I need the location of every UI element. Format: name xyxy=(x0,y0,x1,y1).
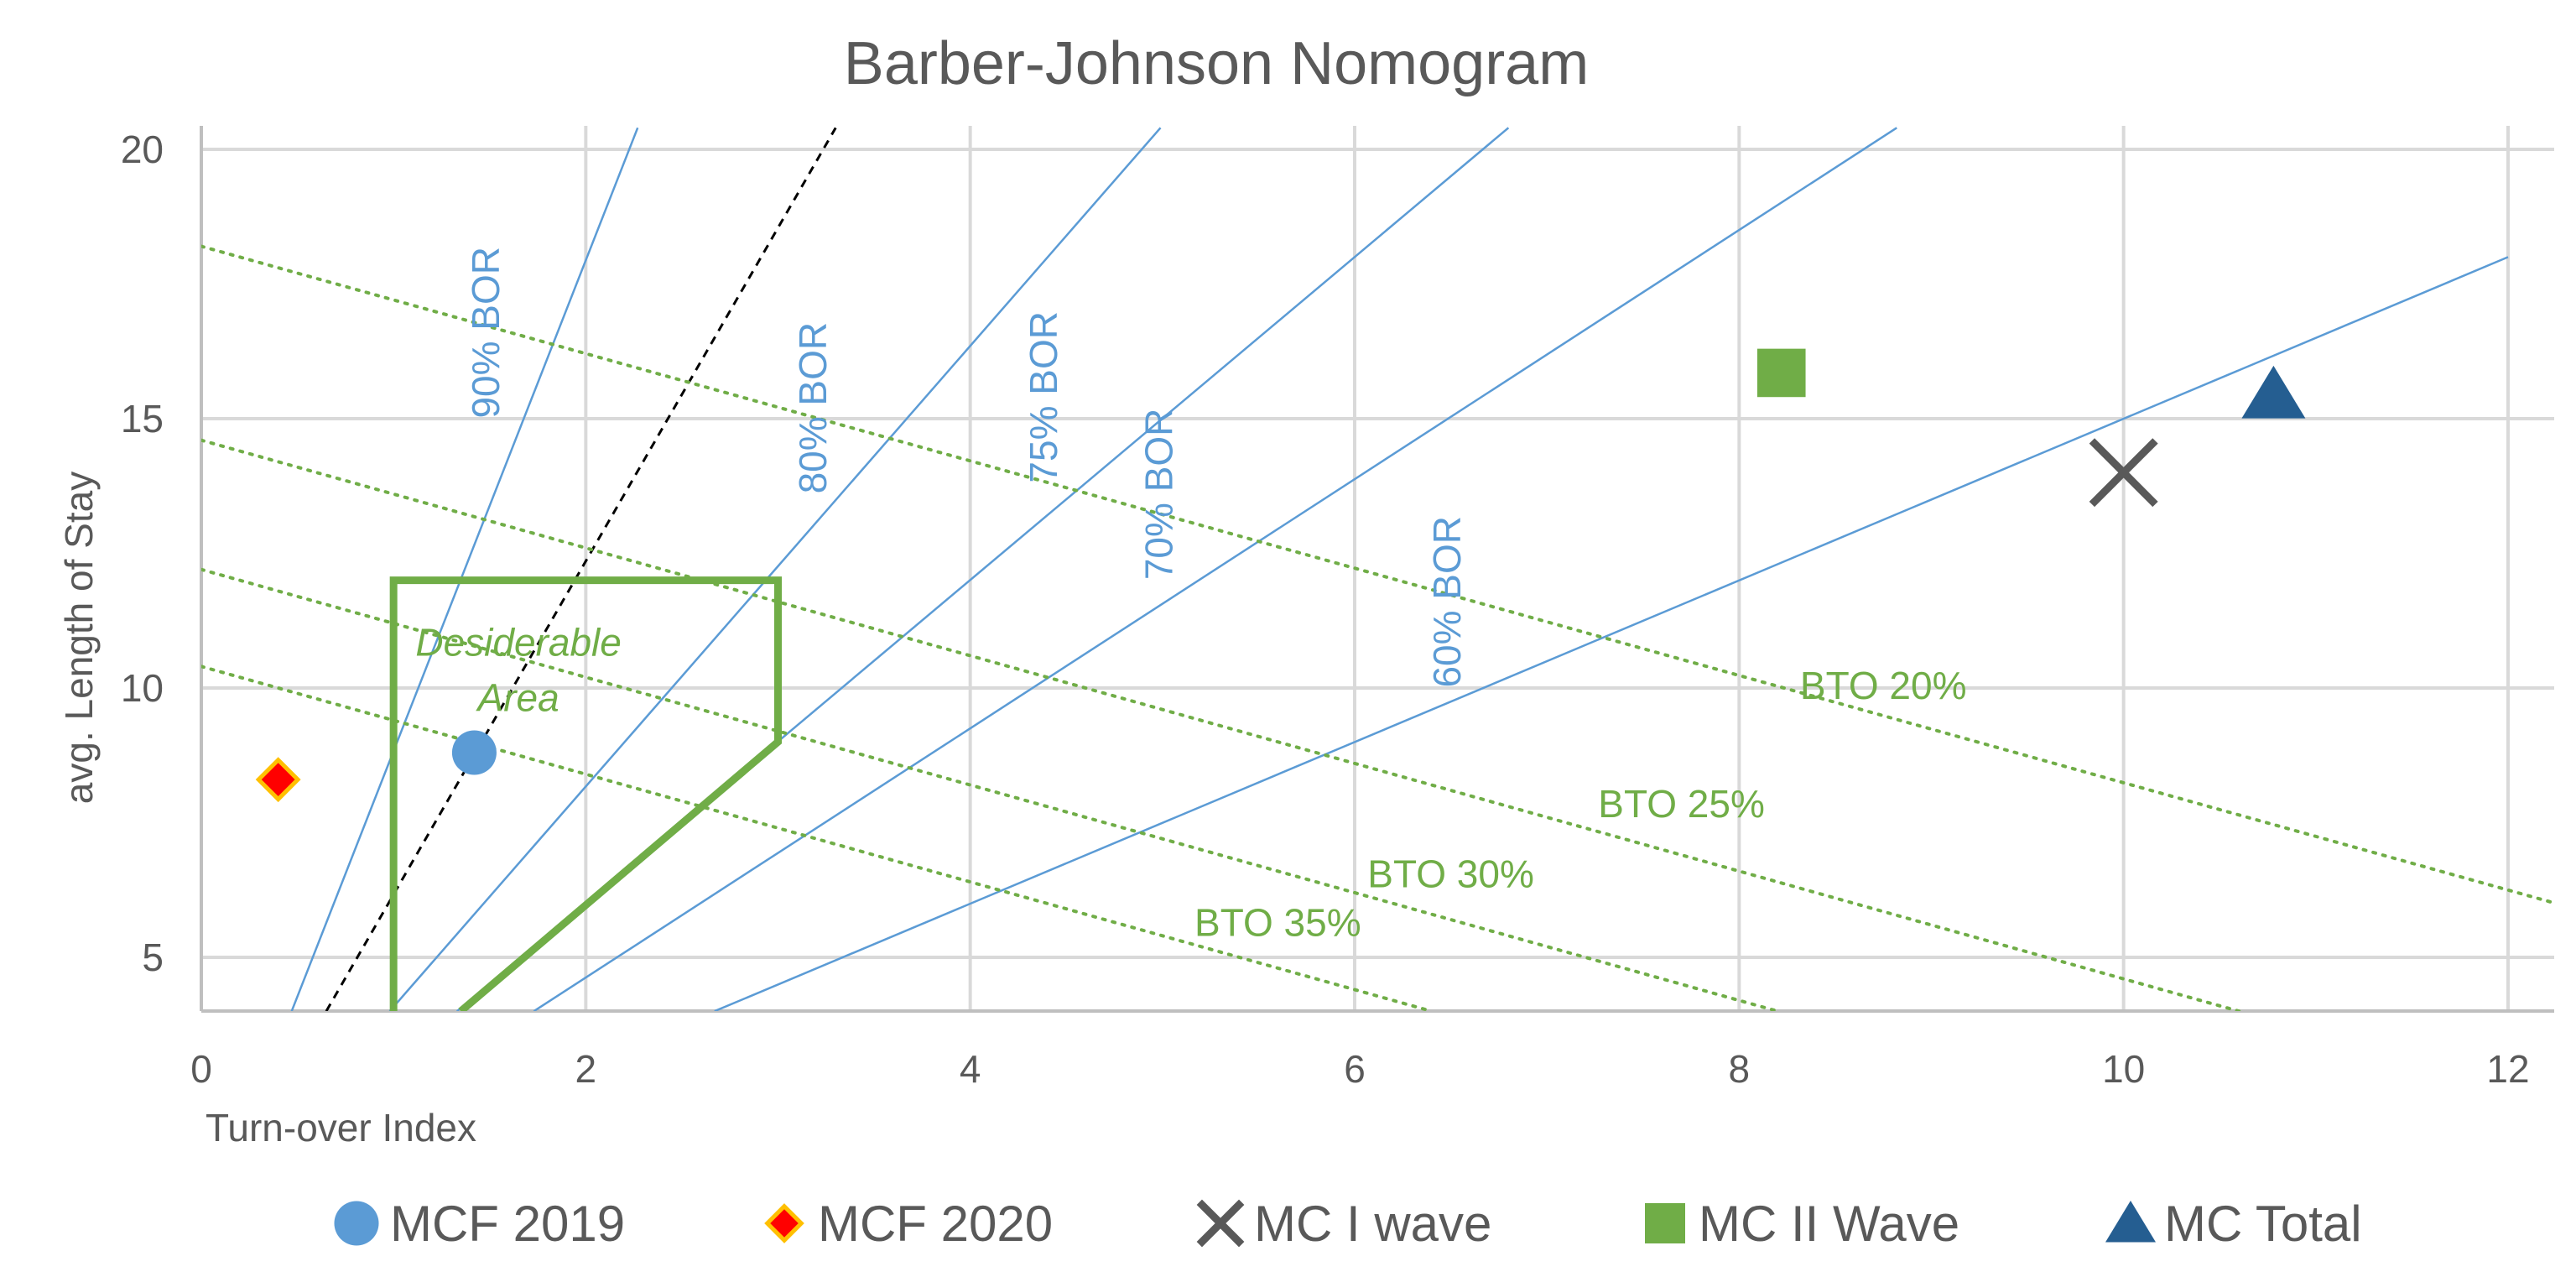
y-tick-label: 15 xyxy=(121,397,164,440)
x-tick-label: 0 xyxy=(190,1047,212,1091)
bto-line-label: BTO 30% xyxy=(1367,852,1534,896)
mcf-2019-point xyxy=(451,730,497,775)
data-points-layer xyxy=(255,348,2306,803)
y-tick-label: 5 xyxy=(142,936,164,979)
y-axis-label: avg. Length of Stay xyxy=(57,472,101,804)
legend-marker-mc-ii-wave xyxy=(1645,1203,1685,1243)
mc-ii-wave-point xyxy=(1756,348,1806,398)
y-tick-label: 20 xyxy=(121,128,164,171)
bto-line xyxy=(201,665,1434,1011)
bor-line-label: 80% BOR xyxy=(791,322,835,494)
legend-item: MCF 2020 xyxy=(764,1196,1053,1252)
lines-layer xyxy=(201,127,2554,1011)
desirable-area-layer xyxy=(389,576,782,1011)
bor-line-label: 90% BOR xyxy=(464,247,507,419)
legend-marker-mcf-2019 xyxy=(334,1201,379,1246)
legend-label: MC I wave xyxy=(1254,1196,1491,1252)
bto-line-label: BTO 20% xyxy=(1800,664,1967,707)
legend-marker-mc-i-wave xyxy=(1196,1199,1245,1248)
bto-line-label: BTO 35% xyxy=(1194,900,1361,944)
legend-label: MCF 2020 xyxy=(818,1196,1053,1252)
grid-layer xyxy=(201,126,2554,1011)
desirable-area-outline xyxy=(389,576,782,1011)
x-axis-label: Turn-over Index xyxy=(206,1106,476,1149)
bto-line xyxy=(201,244,2554,905)
y-tick-label: 10 xyxy=(121,666,164,710)
bor-line xyxy=(533,127,1897,1011)
x-marker-stroke xyxy=(1196,1199,1245,1248)
legend-item: MCF 2019 xyxy=(334,1196,625,1252)
bto-line-label: BTO 25% xyxy=(1598,782,1765,826)
x-tick-label: 10 xyxy=(2102,1047,2145,1091)
bto-line xyxy=(201,567,1780,1011)
legend-item: MC Total xyxy=(2105,1196,2362,1252)
bor-line xyxy=(388,127,1162,1011)
legend-marker-mcf-2020 xyxy=(764,1203,804,1243)
legend-item: MC II Wave xyxy=(1645,1196,1959,1252)
line-labels-layer: 90% BOR 80% BOR 75% BOR 70% BOR 60% BOR BTO 2… xyxy=(415,247,1966,944)
x-tick-label: 2 xyxy=(575,1047,597,1091)
legend-item: MC I wave xyxy=(1196,1196,1491,1252)
mc-total-point xyxy=(2241,365,2306,419)
legend-label: MC Total xyxy=(2164,1196,2362,1252)
x-tick-label: 12 xyxy=(2486,1047,2529,1091)
x-tick-label: 4 xyxy=(960,1047,981,1091)
bor-line-label: 70% BOR xyxy=(1137,409,1180,581)
chart-title: Barber-Johnson Nomogram xyxy=(844,30,1589,97)
bto-line xyxy=(201,438,2241,1011)
bor-line-label: 60% BOR xyxy=(1425,516,1469,688)
axis-layer: 0 2 4 6 8 10 12 5 10 15 20 xyxy=(121,126,2554,1091)
x-tick-label: 6 xyxy=(1344,1047,1366,1091)
reference-dashed-line xyxy=(325,127,837,1011)
legend-label: MCF 2019 xyxy=(390,1196,625,1252)
x-marker-stroke xyxy=(2089,438,2158,508)
legend-label: MC II Wave xyxy=(1699,1196,1959,1252)
legend-marker-mc-total xyxy=(2105,1201,2156,1243)
mc-i-wave-point xyxy=(2089,438,2158,508)
x-tick-label: 8 xyxy=(1729,1047,1751,1091)
legend: MCF 2019 MCF 2020 MC I wave MC II Wave MC To… xyxy=(334,1196,2362,1252)
mcf-2020-point xyxy=(255,757,301,803)
bor-line xyxy=(714,256,2509,1011)
desirable-area-label: Area xyxy=(476,675,559,719)
desirable-area-label: Desiderable xyxy=(415,620,621,664)
bor-line-label: 75% BOR xyxy=(1022,311,1065,483)
bor-line xyxy=(290,127,639,1011)
